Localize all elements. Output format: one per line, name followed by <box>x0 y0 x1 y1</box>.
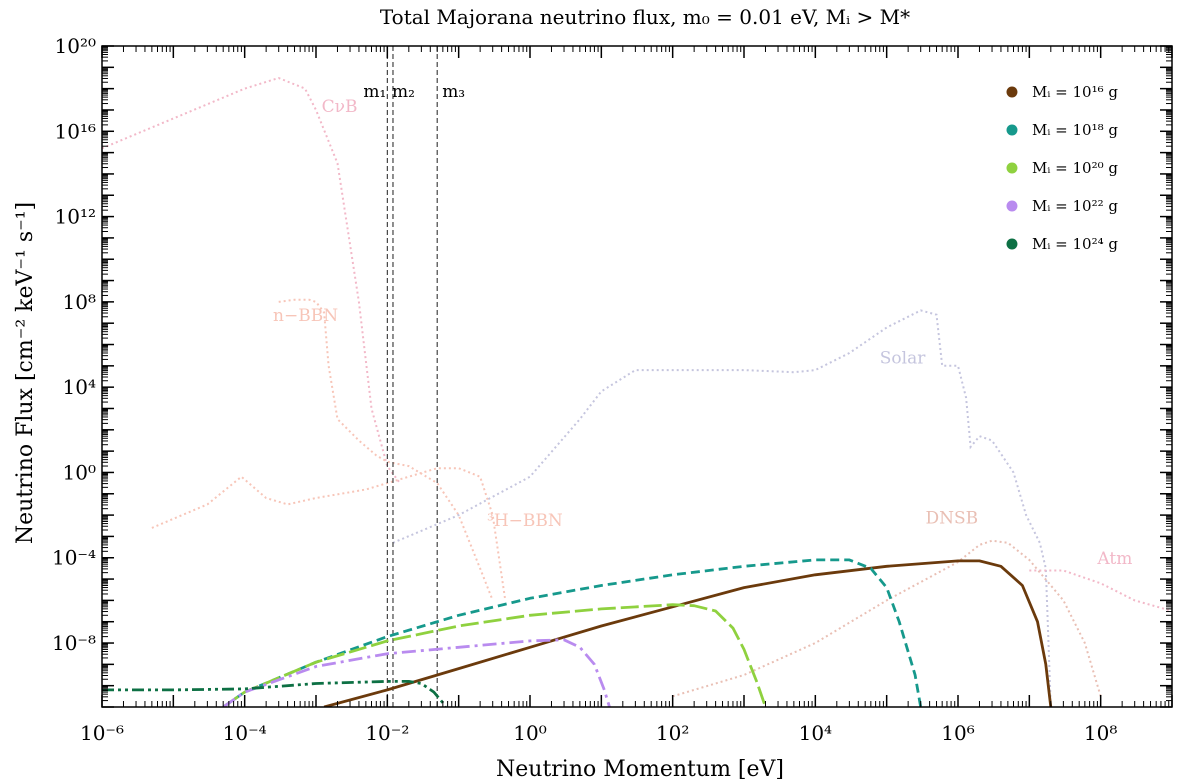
legend-label: Mᵢ = 10¹⁸ g <box>1032 121 1118 139</box>
annotations: m₁ m₂ m₃ CνB n−BBN ³H−BBN Solar DNSB Atm <box>273 82 1132 569</box>
x-tick-label: 10⁻⁶ <box>80 721 124 745</box>
background-source-label: ³H−BBN <box>487 511 563 531</box>
background-source-label: Solar <box>880 349 926 369</box>
background-source-curve <box>278 298 494 601</box>
flux-series-curve <box>323 559 1053 707</box>
background-source-curve <box>392 309 1052 707</box>
reference-lines <box>386 46 438 707</box>
legend-marker <box>1006 162 1018 174</box>
y-tick-label: 10⁴ <box>63 375 96 399</box>
background-source-label: Atm <box>1096 549 1132 569</box>
background-source-label: CνB <box>322 97 358 117</box>
x-tick-label: 10⁻² <box>365 721 409 745</box>
y-axis-title: Neutrino Flux [cm⁻² keV⁻¹ s⁻¹] <box>13 202 38 544</box>
legend-marker <box>1006 200 1018 212</box>
axis-ticks: 10⁻⁶ 10⁻⁴ 10⁻² 10⁰ 10² 10⁴ 10⁶ 10⁸ 10⁻⁸ 10⁻⁴ 10⁰ 10… <box>52 34 1173 745</box>
y-tick-label: 10¹² <box>55 205 96 229</box>
legend-marker <box>1006 124 1018 136</box>
x-axis-title: Neutrino Momentum [eV] <box>496 757 784 782</box>
x-tick-label: 10⁻⁴ <box>223 721 267 745</box>
legend-label: Mᵢ = 10²² g <box>1032 197 1118 215</box>
mass-reference-label: m₂ <box>392 82 415 102</box>
y-tick-label: 10⁸ <box>63 290 96 314</box>
legend-label: Mᵢ = 10²⁰ g <box>1032 159 1118 177</box>
background-sources <box>102 76 1172 707</box>
background-source-label: DNSB <box>925 509 978 529</box>
y-tick-label: 10⁻⁸ <box>52 631 96 655</box>
y-tick-label: 10²⁰ <box>55 34 96 58</box>
mass-reference-label: m₃ <box>442 82 465 102</box>
mass-reference-label: m₁ <box>363 82 386 102</box>
legend-marker <box>1006 86 1018 98</box>
chart-title: Total Majorana neutrino flux, m₀ = 0.01 … <box>380 5 910 29</box>
x-tick-label: 10⁰ <box>513 721 546 745</box>
flux-series-curve <box>102 680 447 707</box>
x-tick-label: 10² <box>656 721 689 745</box>
legend-label: Mᵢ = 10²⁴ g <box>1032 235 1118 253</box>
x-tick-label: 10⁶ <box>941 721 974 745</box>
legend-label: Mᵢ = 10¹⁶ g <box>1032 83 1118 101</box>
background-source-label: n−BBN <box>273 306 338 326</box>
flux-series-curve <box>222 558 923 707</box>
y-tick-label: 10⁻⁴ <box>52 546 96 570</box>
y-tick-label: 10¹⁶ <box>55 119 96 143</box>
x-tick-label: 10⁸ <box>1084 721 1117 745</box>
flux-series <box>102 558 1053 707</box>
flux-series-curve <box>222 638 611 707</box>
flux-series-curve <box>222 603 767 707</box>
x-tick-label: 10⁴ <box>799 721 832 745</box>
y-tick-label: 10⁰ <box>63 460 96 484</box>
legend-marker <box>1006 238 1018 250</box>
legend: Mᵢ = 10¹⁶ g Mᵢ = 10¹⁸ g Mᵢ = 10²⁰ g Mᵢ = 10… <box>1006 83 1118 253</box>
background-source-curve <box>672 539 1102 698</box>
